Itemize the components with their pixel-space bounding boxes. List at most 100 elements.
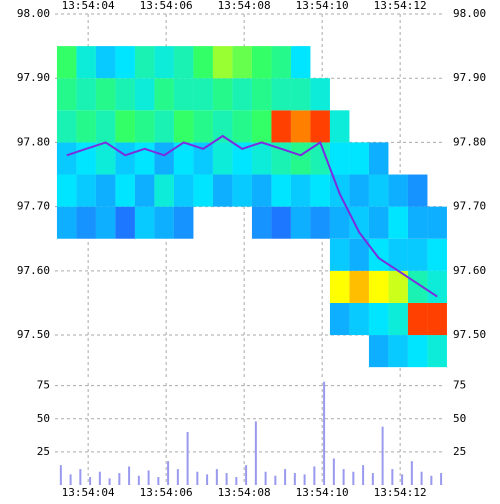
heat-cell [388,335,408,368]
heat-cell [95,78,116,111]
heat-cell [349,302,369,336]
y-tick-label-right: 50 [453,412,466,425]
volume-bar [108,478,111,485]
heat-cell [368,206,389,239]
heat-cell [407,270,428,303]
heat-cell [193,46,213,79]
heat-cell [427,270,447,303]
volume-bar [157,477,160,485]
volume-bar [186,432,189,485]
volume-bar [274,475,277,485]
heat-cell [290,206,311,239]
y-tick-label: 25 [37,445,50,458]
volume-bar [313,466,316,485]
heat-cell [115,46,135,79]
y-tick-label-right: 25 [453,445,466,458]
heat-cell [56,78,77,111]
heat-cell [251,206,272,239]
heat-cell [134,206,155,239]
volume-bar [98,471,101,485]
volume-bar [69,474,72,485]
heat-cell [193,142,213,175]
heat-cell [76,110,96,143]
volume-bar [342,469,345,485]
x-tick-label: 13:54:04 [62,486,115,499]
heat-cell [154,206,174,239]
heat-cell [56,110,77,143]
heat-cell [76,174,96,207]
x-tick-label: 13:54:12 [374,0,427,12]
heat-cell [251,78,272,111]
heat-cell [76,206,96,239]
heat-cell [251,46,272,79]
heat-cell [388,270,408,303]
heat-cell [95,110,116,143]
x-tick-label: 13:54:12 [374,486,427,499]
heat-cell [232,110,252,143]
heat-cell [251,142,272,175]
heat-cell [212,142,233,175]
heat-cell [271,174,291,207]
heat-cell [388,206,408,239]
heat-cell [349,270,369,303]
heat-cell [310,78,330,111]
volume-bar [167,461,170,485]
heat-cell [290,110,311,143]
volume-bar [206,474,209,485]
y-tick-label: 75 [37,379,50,392]
heat-cell [134,46,155,79]
heat-cell [193,78,213,111]
x-tick-label: 13:54:10 [296,0,349,12]
x-tick-label: 13:54:04 [62,0,115,12]
heat-cell [134,174,155,207]
x-tick-label: 13:54:08 [218,0,271,12]
heat-cell [173,46,194,79]
heat-cell [329,270,350,303]
heat-cell [329,302,350,336]
volume-bar [371,473,374,485]
y-tick-label-right: 97.60 [453,264,486,277]
volume-bar [264,471,267,485]
heat-cell [407,174,428,207]
heat-cell [388,238,408,271]
heat-cell [329,238,350,271]
heat-cell [290,174,311,207]
y-tick-label: 98.00 [17,7,50,20]
volume-bar [235,477,238,485]
volume-bar [362,465,365,485]
volume-bar [89,477,92,485]
y-tick-label-right: 98.00 [453,7,486,20]
heat-cell [407,335,428,368]
heat-cell [95,46,116,79]
heat-cell [154,78,174,111]
volume-bar [128,466,131,485]
y-tick-label-right: 75 [453,379,466,392]
x-tick-label: 13:54:06 [140,486,193,499]
volume-bar [391,469,394,485]
heat-cell [173,110,194,143]
heat-cell [115,110,135,143]
y-tick-label: 50 [37,412,50,425]
volume-bar [410,461,413,485]
heat-cell [271,46,291,79]
heat-cell [427,238,447,271]
heat-cell [407,238,428,271]
volume-bar [381,426,384,485]
heat-cell [173,142,194,175]
volume-bar [323,381,326,485]
volume-bar [245,465,248,485]
heat-cell [349,206,369,239]
heat-cell [193,110,213,143]
heat-cell [290,142,311,175]
heat-cell [251,174,272,207]
heat-cell [115,78,135,111]
heat-cell [95,206,116,239]
heat-cell [95,142,116,175]
y-tick-label-right: 97.90 [453,71,486,84]
heat-cell [212,110,233,143]
heat-cell [349,238,369,271]
heat-cell [134,78,155,111]
heat-cell [368,270,389,303]
heat-cell [329,206,350,239]
heat-cell [134,142,155,175]
